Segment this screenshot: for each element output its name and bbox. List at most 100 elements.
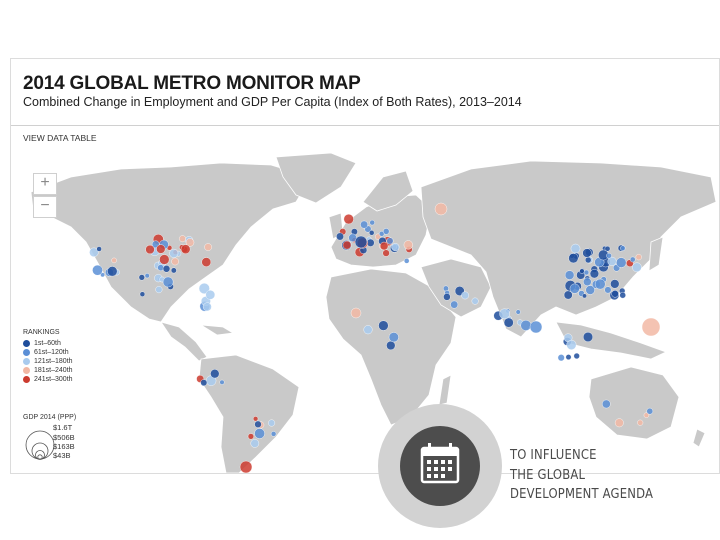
metro-dot[interactable] xyxy=(96,246,102,252)
metro-dot[interactable] xyxy=(391,243,400,252)
metro-dot[interactable] xyxy=(503,317,514,328)
metro-dot[interactable] xyxy=(582,293,587,299)
metro-dot[interactable] xyxy=(569,283,580,294)
metro-dot[interactable] xyxy=(107,266,118,277)
metro-dot[interactable] xyxy=(611,290,619,298)
metro-dot[interactable] xyxy=(461,291,469,300)
metro-dot[interactable] xyxy=(156,244,166,254)
metro-dot[interactable] xyxy=(250,439,260,448)
metro-dot[interactable] xyxy=(179,235,186,243)
metro-dot[interactable] xyxy=(607,256,617,266)
metro-dot[interactable] xyxy=(583,331,594,342)
metro-dot[interactable] xyxy=(619,291,626,299)
metro-dot[interactable] xyxy=(620,245,626,251)
metro-dot[interactable] xyxy=(162,276,174,288)
metro-dot[interactable] xyxy=(185,238,195,247)
metro-dot[interactable] xyxy=(386,237,394,245)
metro-dot[interactable] xyxy=(254,420,262,428)
metro-dot[interactable] xyxy=(566,339,577,350)
metro-dot[interactable] xyxy=(138,274,145,281)
metro-dot[interactable] xyxy=(201,257,212,267)
metro-dot[interactable] xyxy=(573,352,580,360)
metro-dot[interactable] xyxy=(637,419,644,426)
zoom-in-button[interactable]: + xyxy=(33,173,57,195)
metro-dot[interactable] xyxy=(616,257,627,268)
metro-dot[interactable] xyxy=(641,317,661,337)
metro-dot[interactable] xyxy=(379,241,389,251)
metro-dot[interactable] xyxy=(557,354,565,362)
metro-dot[interactable] xyxy=(89,247,99,258)
metro-dot[interactable] xyxy=(594,278,606,290)
metro-dot[interactable] xyxy=(157,264,164,271)
metro-dot[interactable] xyxy=(270,431,277,437)
metro-dot[interactable] xyxy=(443,293,451,301)
metro-dot[interactable] xyxy=(602,399,611,409)
metro-dot[interactable] xyxy=(144,273,150,279)
metro-dot[interactable] xyxy=(583,277,592,287)
view-data-table-link[interactable]: VIEW DATA TABLE xyxy=(23,133,97,143)
metro-dot[interactable] xyxy=(629,256,636,263)
metro-dot[interactable] xyxy=(210,369,220,379)
metro-dot[interactable] xyxy=(198,282,210,294)
metro-dot[interactable] xyxy=(520,319,532,331)
metro-dot[interactable] xyxy=(450,300,459,309)
metro-dot[interactable] xyxy=(604,245,611,252)
metro-dot[interactable] xyxy=(254,428,265,439)
metro-dot[interactable] xyxy=(219,379,225,385)
metro-dot[interactable] xyxy=(646,407,654,415)
metro-dot[interactable] xyxy=(388,332,399,343)
metro-dot[interactable] xyxy=(159,254,170,265)
metro-dot[interactable] xyxy=(170,267,177,274)
metro-dot[interactable] xyxy=(204,243,212,251)
metro-dot[interactable] xyxy=(579,268,585,274)
metro-dot[interactable] xyxy=(382,249,390,257)
metro-dot[interactable] xyxy=(202,302,212,312)
metro-dot[interactable] xyxy=(515,309,521,315)
metro-dot[interactable] xyxy=(583,269,590,276)
metro-dot[interactable] xyxy=(111,257,117,264)
metro-dot[interactable] xyxy=(404,258,410,264)
metro-dot[interactable] xyxy=(632,262,642,273)
metro-dot[interactable] xyxy=(145,244,155,255)
metro-dot[interactable] xyxy=(585,256,592,264)
world-map[interactable] xyxy=(11,147,719,473)
metro-dot[interactable] xyxy=(139,291,146,297)
metro-dot[interactable] xyxy=(378,320,389,331)
metro-dot[interactable] xyxy=(343,213,354,225)
metro-dot[interactable] xyxy=(239,460,253,473)
metro-dot[interactable] xyxy=(434,202,448,216)
metro-dot[interactable] xyxy=(610,279,620,289)
metro-dot[interactable] xyxy=(643,412,650,418)
metro-dot[interactable] xyxy=(155,286,163,294)
metro-dot[interactable] xyxy=(200,379,208,387)
metro-dot[interactable] xyxy=(369,230,375,236)
metro-dot[interactable] xyxy=(100,272,106,278)
metro-dot[interactable] xyxy=(386,340,396,351)
metro-dot[interactable] xyxy=(383,228,390,235)
metro-dot[interactable] xyxy=(162,265,171,273)
metro-dot[interactable] xyxy=(529,320,543,334)
metro-dot[interactable] xyxy=(606,252,612,259)
metro-dot[interactable] xyxy=(92,264,103,276)
metro-dot[interactable] xyxy=(360,220,368,229)
metro-dot[interactable] xyxy=(350,307,362,319)
metro-dot[interactable] xyxy=(471,297,479,305)
metro-dot[interactable] xyxy=(342,240,352,250)
metro-dot[interactable] xyxy=(635,253,642,261)
metro-dot[interactable] xyxy=(169,248,179,258)
metro-dot[interactable] xyxy=(499,308,510,320)
metro-dot[interactable] xyxy=(363,325,373,335)
metro-dot[interactable] xyxy=(582,248,592,258)
metro-dot[interactable] xyxy=(180,244,191,254)
zoom-out-button[interactable]: − xyxy=(33,196,57,218)
metro-dot[interactable] xyxy=(369,219,375,226)
metro-dot[interactable] xyxy=(585,285,595,295)
metro-dot[interactable] xyxy=(568,253,579,264)
metro-dot[interactable] xyxy=(565,354,572,361)
metro-dot[interactable] xyxy=(614,418,624,428)
metro-dot[interactable] xyxy=(604,286,612,294)
metro-dot[interactable] xyxy=(205,289,216,300)
metro-dot[interactable] xyxy=(171,257,179,266)
metro-dot[interactable] xyxy=(570,243,581,254)
metro-dot[interactable] xyxy=(403,240,413,250)
